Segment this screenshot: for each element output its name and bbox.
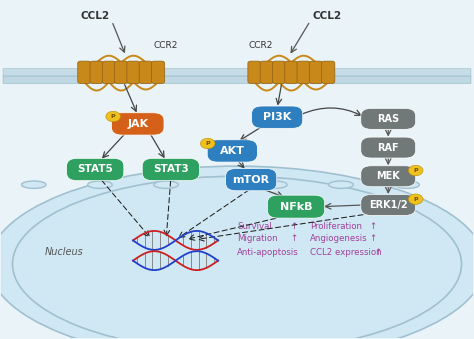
FancyBboxPatch shape [361, 166, 416, 187]
FancyBboxPatch shape [260, 61, 273, 83]
Text: CCL2 expression: CCL2 expression [310, 248, 382, 257]
Text: CCL2: CCL2 [312, 11, 341, 21]
Circle shape [201, 138, 215, 149]
Text: CCL2: CCL2 [81, 11, 110, 21]
FancyBboxPatch shape [310, 61, 322, 83]
FancyBboxPatch shape [3, 68, 471, 76]
Text: NFkB: NFkB [280, 202, 312, 212]
Text: Migration: Migration [237, 234, 278, 242]
FancyBboxPatch shape [361, 195, 416, 215]
FancyBboxPatch shape [321, 61, 335, 83]
Text: RAF: RAF [377, 143, 399, 153]
Ellipse shape [88, 181, 112, 188]
Text: ↑: ↑ [369, 222, 376, 232]
FancyBboxPatch shape [361, 137, 416, 158]
Text: ↑: ↑ [369, 234, 376, 242]
Text: MEK: MEK [376, 171, 400, 181]
FancyBboxPatch shape [142, 158, 200, 181]
Text: STAT3: STAT3 [153, 164, 189, 175]
Text: AKT: AKT [220, 146, 245, 156]
Text: PI3K: PI3K [263, 112, 292, 122]
Text: ↑: ↑ [374, 248, 381, 257]
Circle shape [408, 165, 423, 176]
FancyBboxPatch shape [285, 61, 298, 83]
Text: P: P [413, 168, 418, 173]
Ellipse shape [328, 181, 353, 188]
Text: P: P [205, 141, 210, 146]
FancyBboxPatch shape [67, 158, 124, 181]
Text: P: P [111, 114, 116, 119]
FancyBboxPatch shape [78, 61, 91, 83]
Ellipse shape [395, 181, 419, 188]
FancyBboxPatch shape [127, 61, 140, 83]
FancyBboxPatch shape [139, 61, 153, 83]
Text: ERK1/2: ERK1/2 [369, 200, 408, 210]
FancyBboxPatch shape [152, 61, 164, 83]
Ellipse shape [263, 181, 287, 188]
FancyBboxPatch shape [273, 61, 286, 83]
Text: Survival: Survival [237, 222, 272, 232]
FancyBboxPatch shape [252, 106, 303, 128]
FancyBboxPatch shape [267, 195, 325, 218]
Circle shape [408, 194, 423, 204]
Text: ↑: ↑ [290, 234, 297, 242]
Text: Angiogenesis: Angiogenesis [310, 234, 368, 242]
FancyBboxPatch shape [115, 61, 128, 83]
Text: Proliferation: Proliferation [310, 222, 362, 232]
FancyBboxPatch shape [111, 113, 164, 135]
Text: mTOR: mTOR [233, 175, 270, 185]
FancyBboxPatch shape [248, 61, 261, 83]
FancyBboxPatch shape [90, 61, 103, 83]
Text: ↑: ↑ [290, 222, 297, 232]
Text: STAT5: STAT5 [77, 164, 113, 175]
FancyBboxPatch shape [3, 76, 471, 83]
FancyBboxPatch shape [226, 168, 277, 191]
FancyBboxPatch shape [297, 61, 310, 83]
Text: Anti-apoptosis: Anti-apoptosis [237, 248, 299, 257]
FancyBboxPatch shape [207, 140, 257, 162]
Text: JAK: JAK [127, 119, 148, 129]
Text: P: P [413, 197, 418, 202]
Ellipse shape [21, 181, 46, 188]
Text: Nucleus: Nucleus [45, 247, 84, 257]
Ellipse shape [0, 166, 474, 339]
Text: CCR2: CCR2 [154, 41, 178, 49]
FancyBboxPatch shape [361, 108, 416, 129]
Text: RAS: RAS [377, 114, 399, 124]
Text: CCR2: CCR2 [248, 41, 273, 49]
Circle shape [106, 111, 120, 122]
FancyBboxPatch shape [102, 61, 116, 83]
Ellipse shape [154, 181, 178, 188]
